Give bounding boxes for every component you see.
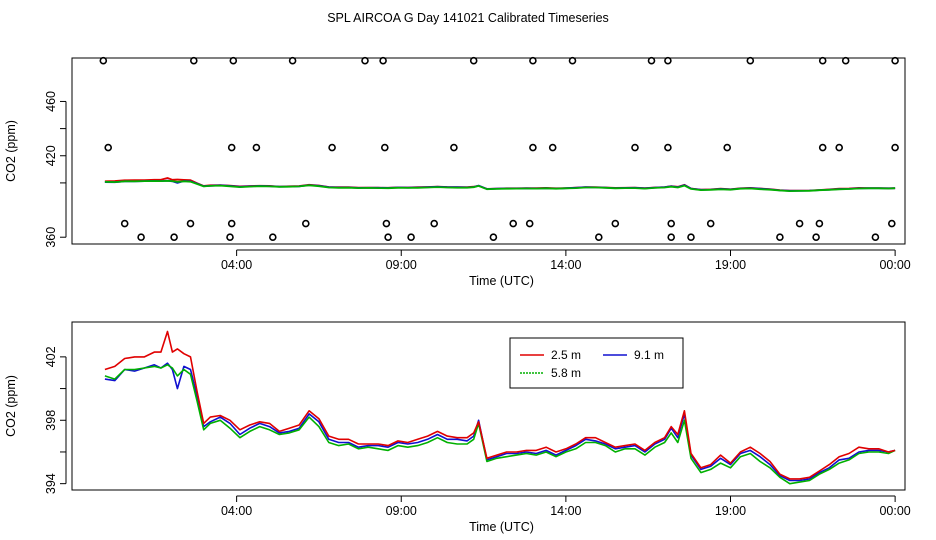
x-tick-label: 00:00 <box>879 504 910 518</box>
scatter-point <box>871 233 880 241</box>
top-panel: 04:00 09:00 14:00 19:00 00:00 360 420 460 Time… <box>4 56 911 288</box>
scatter-point <box>647 56 656 65</box>
y-tick-label: 394 <box>44 473 58 494</box>
y-tick-label: 360 <box>44 227 58 248</box>
scatter-point <box>548 143 557 152</box>
bottom-y-axis: 394 398 402 <box>44 346 67 494</box>
scatter-point <box>328 143 336 152</box>
legend-label-9-1m: 9.1 m <box>634 348 664 362</box>
legend: 2.5 m 9.1 m 5.8 m <box>509 337 684 389</box>
y-tick-label: 398 <box>44 410 58 431</box>
scatter-point <box>631 143 639 152</box>
legend-label-2-5m: 2.5 m <box>551 348 581 362</box>
scatter-point <box>776 233 784 241</box>
y-tick-label: 460 <box>44 91 58 112</box>
scatter-point <box>361 56 369 65</box>
bottom-panel: 04:00 09:00 14:00 19:00 00:00 394 398 402 Time… <box>4 321 911 534</box>
scatter-point <box>887 219 896 228</box>
scatter-point <box>667 219 676 228</box>
scatter-point <box>664 56 672 65</box>
top-y-axis-label: CO2 (ppm) <box>4 120 18 182</box>
scatter-point <box>525 219 534 228</box>
scatter-point <box>268 233 277 241</box>
scatter-point <box>229 56 238 65</box>
scatter-point <box>812 233 820 241</box>
scatter-point <box>568 56 577 65</box>
scatter-point <box>469 56 478 65</box>
scatter-point <box>252 143 261 152</box>
scatter-point <box>529 143 537 152</box>
x-tick-label: 19:00 <box>715 504 746 518</box>
scatter-point <box>120 219 129 228</box>
scatter-point <box>818 143 827 152</box>
top-series-lines <box>104 177 896 193</box>
scatter-point <box>815 219 824 228</box>
scatter-point <box>380 143 389 152</box>
x-tick-label: 00:00 <box>879 258 910 272</box>
scatter-point <box>529 56 537 65</box>
scatter-point <box>170 233 178 241</box>
scatter-point <box>384 233 392 241</box>
series-line-5-8-m <box>104 363 896 485</box>
scatter-point <box>379 56 387 65</box>
top-plot-frame <box>71 57 906 245</box>
top-scatter-points <box>99 56 899 241</box>
scatter-point <box>301 219 310 228</box>
scatter-point <box>489 233 498 241</box>
x-tick-label: 14:00 <box>550 258 581 272</box>
scatter-point <box>723 143 732 152</box>
scatter-point <box>227 219 236 228</box>
scatter-point <box>99 56 108 65</box>
x-tick-label: 09:00 <box>386 504 417 518</box>
scatter-point <box>891 143 899 152</box>
series-line-9-1-m <box>104 362 896 482</box>
scatter-point <box>835 143 844 152</box>
series-line-2-5-m <box>104 330 896 480</box>
scatter-point <box>594 233 603 241</box>
scatter-point <box>891 56 899 65</box>
series-line-5-8-m <box>104 179 896 193</box>
x-tick-label: 04:00 <box>221 258 252 272</box>
legend-label-5-8m: 5.8 m <box>551 366 581 380</box>
bottom-x-axis: 04:00 09:00 14:00 19:00 00:00 <box>221 495 911 518</box>
scatter-point <box>611 219 620 228</box>
scatter-point <box>407 233 415 241</box>
scatter-point <box>104 143 112 152</box>
y-tick-label: 402 <box>44 346 58 367</box>
scatter-point <box>382 219 391 228</box>
scatter-point <box>795 219 804 228</box>
top-y-axis: 360 420 460 <box>44 91 67 248</box>
scatter-point <box>430 219 439 228</box>
scatter-point <box>227 143 236 152</box>
x-tick-label: 14:00 <box>550 504 581 518</box>
figure-title: SPL AIRCOA G Day 141021 Calibrated Times… <box>327 11 609 25</box>
bottom-series-lines <box>104 330 896 485</box>
scatter-point <box>706 219 715 228</box>
scatter-point <box>190 56 198 65</box>
scatter-point <box>818 56 827 65</box>
scatter-point <box>288 56 297 65</box>
scatter-point <box>226 233 234 241</box>
scatter-point <box>841 56 850 65</box>
top-x-axis-label: Time (UTC) <box>469 274 534 288</box>
x-tick-label: 04:00 <box>221 504 252 518</box>
scatter-point <box>186 219 195 228</box>
x-tick-label: 19:00 <box>715 258 746 272</box>
scatter-point <box>687 233 695 241</box>
bottom-y-axis-label: CO2 (ppm) <box>4 375 18 437</box>
scatter-point <box>667 233 676 241</box>
bottom-plot-frame <box>71 321 906 491</box>
scatter-point <box>664 143 672 152</box>
scatter-point <box>509 219 518 228</box>
scatter-point <box>450 143 458 152</box>
scatter-point <box>746 56 755 65</box>
bottom-x-axis-label: Time (UTC) <box>469 520 534 534</box>
x-tick-label: 09:00 <box>386 258 417 272</box>
top-x-axis: 04:00 09:00 14:00 19:00 00:00 <box>221 249 911 272</box>
scatter-point <box>137 233 145 241</box>
y-tick-label: 420 <box>44 145 58 166</box>
legend-box <box>509 337 684 389</box>
